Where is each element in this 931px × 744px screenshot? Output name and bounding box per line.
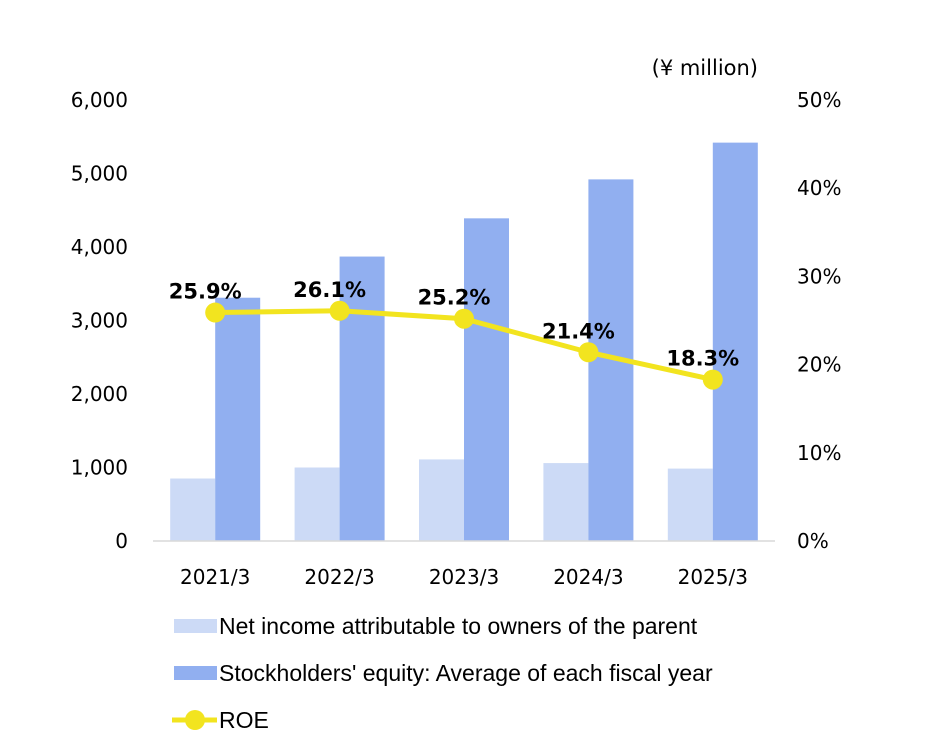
net-income-bar xyxy=(543,463,589,541)
equity-bar xyxy=(215,297,261,541)
right-axis-tick: 20% xyxy=(797,353,841,377)
right-axis-tick: 30% xyxy=(797,264,841,288)
legend-label: ROE xyxy=(219,707,269,733)
roe-data-label: 25.2% xyxy=(418,286,491,310)
left-axis-tick: 3,000 xyxy=(71,309,128,333)
left-axis-tick: 0 xyxy=(115,529,128,553)
legend-net-income-swatch xyxy=(174,619,217,633)
roe-point xyxy=(702,369,723,390)
category-label: 2022/3 xyxy=(304,565,374,589)
legend-label: Net income attributable to owners of the… xyxy=(219,613,698,639)
left-axis-tick: 4,000 xyxy=(71,235,128,259)
net-income-bar xyxy=(419,459,464,541)
roe-point xyxy=(454,308,474,329)
left-axis-tick: 6,000 xyxy=(71,88,128,112)
right-axis-tick: 40% xyxy=(797,176,841,200)
legend-roe-marker xyxy=(185,710,205,730)
net-income-bar xyxy=(170,478,216,541)
net-income-bar xyxy=(294,467,340,541)
equity-bar xyxy=(712,142,758,541)
right-axis-tick: 10% xyxy=(797,441,841,465)
category-labels: 2021/3 2022/3 2023/3 2024/3 2025/3 xyxy=(180,565,748,589)
unit-label: (¥ million) xyxy=(652,56,758,80)
right-axis-tick: 0% xyxy=(797,529,829,553)
left-axis-tick: 2,000 xyxy=(71,382,128,406)
equity-bar xyxy=(339,256,385,541)
legend-equity-swatch xyxy=(174,666,217,680)
legend: Net income attributable to owners of the… xyxy=(172,613,713,733)
roe-data-label: 18.3% xyxy=(666,347,739,371)
category-label: 2023/3 xyxy=(429,565,499,589)
category-label: 2025/3 xyxy=(678,565,748,589)
right-axis-tick: 50% xyxy=(797,88,841,112)
roe-point xyxy=(329,300,350,321)
roe-point xyxy=(578,342,599,363)
equity-bar xyxy=(464,218,509,541)
net-income-bar xyxy=(667,468,713,541)
roe-data-label: 21.4% xyxy=(542,319,615,343)
roe-data-label: 26.1% xyxy=(293,278,366,302)
category-label: 2024/3 xyxy=(553,565,623,589)
left-axis-tick: 1,000 xyxy=(71,456,128,480)
right-axis-ticks: 0% 10% 20% 30% 40% 50% xyxy=(797,88,841,553)
roe-line-series: 25.9% 26.1% 25.2% 21.4% 18.3% xyxy=(169,278,739,390)
category-label: 2021/3 xyxy=(180,565,250,589)
roe-data-label: 25.9% xyxy=(169,280,242,304)
bar-series xyxy=(170,142,758,541)
roe-point xyxy=(205,302,226,323)
left-axis-tick: 5,000 xyxy=(71,162,128,186)
legend-label: Stockholders' equity: Average of each fi… xyxy=(219,660,713,686)
left-axis-ticks: 0 1,000 2,000 3,000 4,000 5,000 6,000 xyxy=(71,88,128,553)
